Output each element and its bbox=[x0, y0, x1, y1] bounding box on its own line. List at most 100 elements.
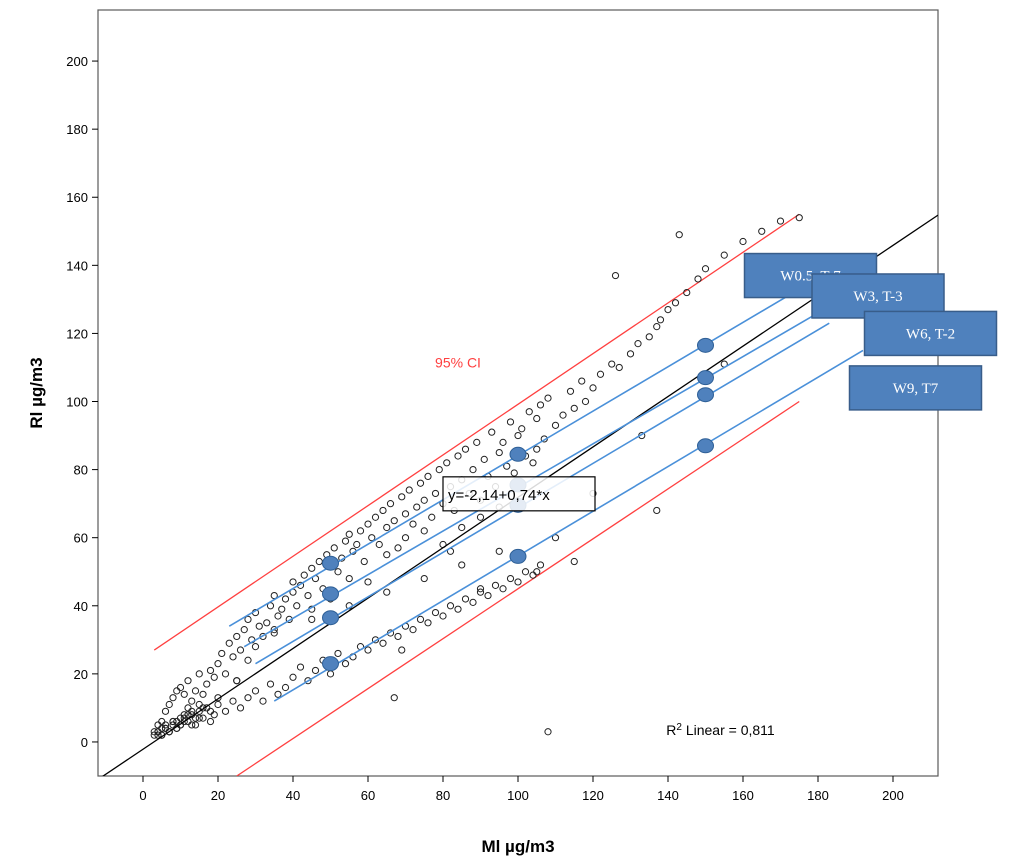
data-point bbox=[671, 299, 680, 307]
y-tick-label: 20 bbox=[74, 667, 88, 682]
data-point bbox=[281, 595, 290, 603]
data-point bbox=[195, 670, 203, 678]
plot-frame bbox=[97, 9, 939, 777]
data-point bbox=[176, 721, 185, 729]
data-point bbox=[596, 370, 605, 378]
data-point bbox=[439, 612, 447, 620]
data-point bbox=[458, 561, 466, 569]
data-point bbox=[431, 608, 440, 617]
data-point bbox=[304, 677, 312, 685]
data-point bbox=[379, 639, 387, 647]
data-point bbox=[566, 387, 575, 395]
data-point bbox=[334, 649, 342, 658]
data-point bbox=[611, 271, 620, 280]
data-point bbox=[488, 428, 496, 436]
calibration-point bbox=[322, 656, 339, 672]
data-point bbox=[645, 333, 653, 341]
data-point bbox=[533, 414, 541, 423]
calibration-point bbox=[509, 548, 527, 564]
data-point bbox=[521, 568, 530, 576]
data-point bbox=[364, 578, 372, 586]
data-point bbox=[476, 585, 485, 593]
data-point bbox=[244, 656, 252, 664]
x-tick-label: 40 bbox=[286, 788, 300, 803]
y-tick-label: 100 bbox=[66, 395, 88, 410]
data-point bbox=[199, 714, 207, 722]
data-point bbox=[154, 731, 162, 739]
data-point bbox=[255, 622, 263, 630]
data-point bbox=[203, 680, 211, 688]
data-point bbox=[236, 646, 245, 654]
data-point bbox=[308, 564, 316, 572]
data-point bbox=[514, 431, 522, 440]
x-tick-label: 120 bbox=[582, 788, 604, 803]
data-point bbox=[296, 663, 305, 671]
ci-label: 95% CI bbox=[435, 354, 481, 370]
data-point bbox=[289, 673, 297, 681]
data-point bbox=[484, 591, 492, 600]
data-point bbox=[236, 704, 245, 712]
data-point bbox=[476, 513, 485, 521]
data-point bbox=[570, 557, 578, 566]
data-point bbox=[656, 316, 665, 324]
data-point bbox=[518, 425, 526, 433]
series-label-box bbox=[848, 365, 983, 411]
data-point bbox=[195, 714, 203, 722]
y-axis-title: Rl µg/m3 bbox=[27, 357, 46, 428]
data-point bbox=[229, 653, 237, 661]
data-point bbox=[405, 486, 413, 494]
data-point bbox=[454, 452, 462, 460]
calibration-point bbox=[509, 446, 527, 462]
data-point bbox=[510, 469, 518, 477]
data-point bbox=[206, 666, 215, 675]
data-point bbox=[263, 619, 271, 627]
data-point bbox=[375, 540, 383, 549]
calibration-point bbox=[697, 337, 714, 353]
y-tick-label: 60 bbox=[74, 531, 88, 546]
data-point bbox=[454, 605, 462, 613]
data-point bbox=[626, 350, 635, 358]
data-point bbox=[777, 0, 783, 3]
data-point bbox=[390, 694, 398, 702]
data-point bbox=[345, 574, 353, 583]
data-point bbox=[420, 527, 428, 535]
series-label-box bbox=[811, 273, 945, 319]
data-point bbox=[394, 544, 402, 552]
series-label: W6, T-2 bbox=[906, 326, 955, 342]
r-squared-sup: 2 bbox=[676, 722, 682, 733]
x-tick-label: 140 bbox=[657, 788, 679, 803]
data-point bbox=[368, 534, 376, 542]
data-point bbox=[443, 459, 451, 467]
data-point bbox=[251, 643, 260, 651]
series-label: W3, T-3 bbox=[853, 289, 902, 305]
data-point bbox=[251, 687, 260, 695]
data-point bbox=[398, 646, 406, 654]
data-point bbox=[491, 581, 500, 589]
data-point bbox=[240, 626, 248, 634]
data-point bbox=[506, 418, 515, 426]
data-point bbox=[401, 510, 410, 518]
data-point bbox=[514, 578, 522, 586]
ci-line bbox=[153, 213, 800, 651]
data-point bbox=[424, 472, 432, 481]
data-point bbox=[191, 721, 200, 729]
data-point bbox=[383, 551, 391, 559]
data-point bbox=[461, 445, 470, 453]
data-point bbox=[701, 265, 710, 273]
data-point bbox=[206, 717, 215, 726]
data-point bbox=[461, 595, 470, 603]
data-point bbox=[634, 340, 642, 348]
data-point bbox=[180, 711, 188, 719]
data-point bbox=[244, 615, 252, 623]
calibration-line bbox=[273, 349, 864, 702]
data-point bbox=[503, 462, 511, 470]
data-point bbox=[739, 237, 747, 246]
series-label: W9, T7 bbox=[893, 381, 939, 397]
data-point bbox=[401, 534, 410, 542]
y-tick-label: 160 bbox=[66, 190, 88, 205]
data-point bbox=[180, 690, 188, 698]
data-point bbox=[165, 728, 173, 736]
x-tick-label: 80 bbox=[436, 788, 450, 803]
data-point bbox=[259, 697, 267, 705]
